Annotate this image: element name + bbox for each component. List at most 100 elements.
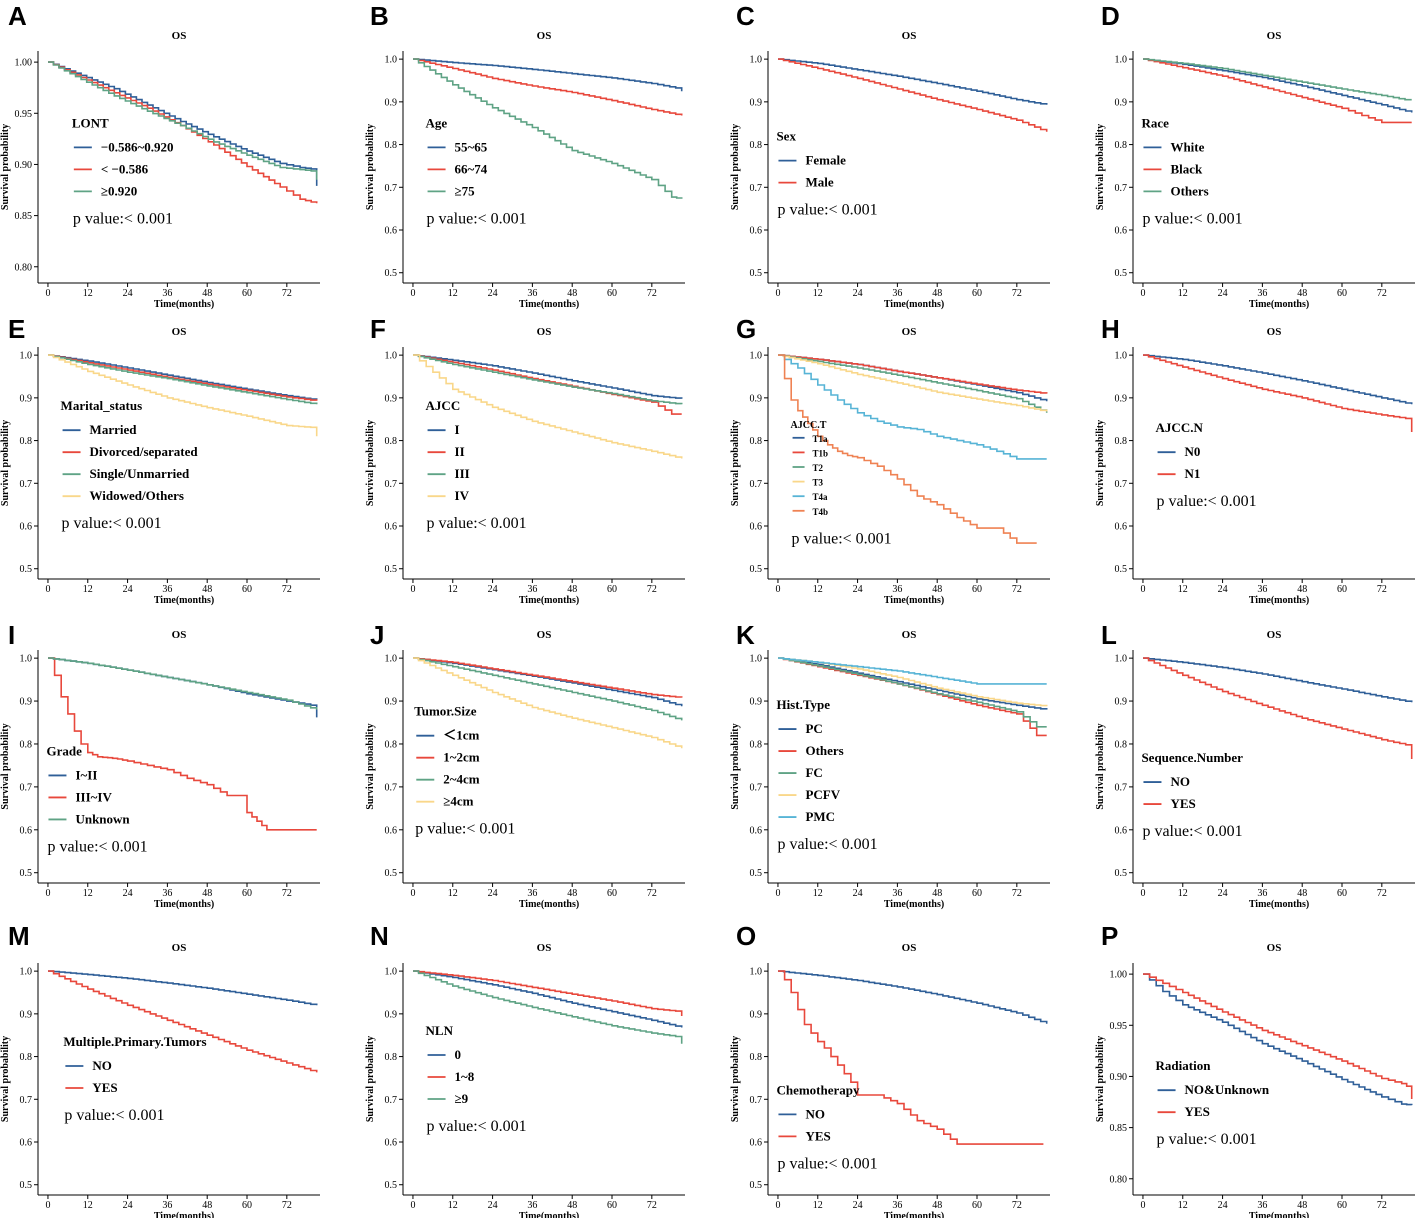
legend-item: PC xyxy=(805,721,822,736)
x-tick-label: 48 xyxy=(932,288,942,299)
x-tick-label: 24 xyxy=(1218,888,1228,899)
x-tick-label: 48 xyxy=(202,888,212,899)
legend-item: III xyxy=(455,466,470,481)
y-tick-label: 0.9 xyxy=(385,97,398,108)
x-tick-label: 48 xyxy=(1297,1200,1307,1211)
x-axis-label: Time(months) xyxy=(154,595,214,606)
x-tick-label: 12 xyxy=(1178,584,1188,595)
panel-d: D OS 0.5 0.6 0.7 0.8 0.9 1.0 0 12 24 36 48 60 72 Time(m… xyxy=(1095,1,1415,310)
y-tick-label: 0.6 xyxy=(385,825,398,836)
x-tick-label: 72 xyxy=(647,288,657,299)
y-tick-label: 0.8 xyxy=(20,1052,33,1063)
y-tick-label: 0.8 xyxy=(750,140,763,151)
y-tick-label: 0.8 xyxy=(750,739,763,750)
panel-letter: P xyxy=(1101,921,1118,951)
p-value-label: p value:< 0.001 xyxy=(73,210,173,227)
x-tick-label: 36 xyxy=(1257,888,1267,899)
x-tick-label: 72 xyxy=(1377,584,1387,595)
x-axis-label: Time(months) xyxy=(884,299,944,310)
y-tick-label: 0.80 xyxy=(15,262,33,273)
legend-title: Radiation xyxy=(1156,1058,1212,1073)
x-tick-label: 60 xyxy=(972,584,982,595)
legend-item: Widowed/Others xyxy=(90,488,184,503)
panel-m: M OS 0.5 0.6 0.7 0.8 0.9 1.0 0 12 24 36 48 60 72 Time(m… xyxy=(0,921,320,1218)
x-tick-label: 12 xyxy=(448,288,458,299)
x-tick-label: 48 xyxy=(567,584,577,595)
y-tick-label: 0.6 xyxy=(750,825,763,836)
panel-title: OS xyxy=(172,326,187,338)
x-tick-label: 12 xyxy=(83,1200,93,1211)
x-axis-label: Time(months) xyxy=(884,595,944,606)
x-tick-label: 36 xyxy=(162,888,172,899)
x-tick-label: 36 xyxy=(1257,584,1267,595)
p-value-label: p value:< 0.001 xyxy=(1157,493,1257,510)
legend-item: ≥75 xyxy=(455,183,476,198)
panel-b: B OS 0.5 0.6 0.7 0.8 0.9 1.0 0 12 24 36 48 60 72 Time(m… xyxy=(365,1,685,310)
x-tick-label: 72 xyxy=(1377,288,1387,299)
y-tick-label: 1.0 xyxy=(1115,351,1128,362)
km-curve--9 xyxy=(413,970,683,1044)
x-tick-label: 48 xyxy=(567,888,577,899)
y-axis-label: Survival probability xyxy=(730,124,741,210)
legend-item: II xyxy=(455,444,465,459)
x-tick-label: 36 xyxy=(892,584,902,595)
y-tick-label: 0.6 xyxy=(750,1138,763,1149)
legend-item: NO&Unknown xyxy=(1185,1082,1270,1097)
legend-item: −0.586~0.920 xyxy=(101,139,174,154)
p-value-label: p value:< 0.001 xyxy=(777,836,877,853)
x-tick-label: 60 xyxy=(607,584,617,595)
x-tick-label: 60 xyxy=(972,1200,982,1211)
x-tick-label: 48 xyxy=(932,888,942,899)
y-tick-label: 1.0 xyxy=(750,654,763,665)
y-tick-label: 0.9 xyxy=(750,97,763,108)
km-curve-2-4cm xyxy=(413,657,683,721)
y-tick-label: 0.5 xyxy=(385,268,398,279)
p-value-label: p value:< 0.001 xyxy=(777,202,877,219)
y-tick-label: 1.0 xyxy=(750,351,763,362)
y-axis-label: Survival probability xyxy=(0,1036,11,1122)
y-tick-label: 0.7 xyxy=(1115,782,1128,793)
y-tick-label: 0.7 xyxy=(20,782,33,793)
legend-item: YES xyxy=(1185,1104,1210,1119)
km-curve-no xyxy=(1143,657,1413,703)
x-tick-label: 0 xyxy=(1140,584,1145,595)
km-curve-1-8 xyxy=(413,970,683,1016)
x-tick-label: 0 xyxy=(1140,288,1145,299)
km-curve-no xyxy=(48,970,318,1006)
x-tick-label: 60 xyxy=(242,584,252,595)
panel-o: O OS 0.5 0.6 0.7 0.8 0.9 1.0 0 12 24 36 48 60 72 Time(m… xyxy=(730,921,1050,1218)
x-tick-label: 12 xyxy=(83,584,93,595)
km-curve-pmc xyxy=(778,657,1047,685)
x-tick-label: 24 xyxy=(488,888,498,899)
y-tick-label: 0.8 xyxy=(20,436,33,447)
km-curve-t4b xyxy=(778,354,1037,544)
y-tick-label: 0.9 xyxy=(20,1009,33,1020)
legend-item: White xyxy=(1170,139,1204,154)
x-axis-label: Time(months) xyxy=(154,899,214,910)
y-tick-label: 0.8 xyxy=(1115,436,1128,447)
legend-title: Chemotherapy xyxy=(776,1082,860,1097)
x-tick-label: 60 xyxy=(972,888,982,899)
x-tick-label: 0 xyxy=(410,584,415,595)
legend-title: Sex xyxy=(776,129,796,144)
x-tick-label: 72 xyxy=(1377,888,1387,899)
legend-title: Age xyxy=(426,115,448,130)
x-tick-label: 12 xyxy=(813,888,823,899)
x-tick-label: 12 xyxy=(83,288,93,299)
p-value-label: p value:< 0.001 xyxy=(1157,1131,1257,1148)
km-curve--0-920 xyxy=(48,61,318,180)
y-tick-label: 0.5 xyxy=(750,1180,763,1191)
panel-a: A OS 0.80 0.85 0.90 0.95 1.00 0 12 24 36 48 60 72 Time… xyxy=(0,1,320,310)
p-value-label: p value:< 0.001 xyxy=(427,210,527,227)
x-axis-label: Time(months) xyxy=(884,899,944,910)
legend-item: < −0.586 xyxy=(101,161,149,176)
panel-title: OS xyxy=(537,942,552,954)
legend-title: Grade xyxy=(46,743,82,758)
y-tick-label: 0.8 xyxy=(1115,140,1128,151)
legend-item: YES xyxy=(1170,796,1195,811)
y-tick-label: 0.5 xyxy=(385,1180,398,1191)
legend-item: NO xyxy=(805,1106,825,1121)
panel-l: L OS 0.5 0.6 0.7 0.8 0.9 1.0 0 12 24 36 48 60 72 Time(m… xyxy=(1095,620,1415,910)
legend-item: 2~4cm xyxy=(443,772,480,787)
x-tick-label: 24 xyxy=(123,288,133,299)
